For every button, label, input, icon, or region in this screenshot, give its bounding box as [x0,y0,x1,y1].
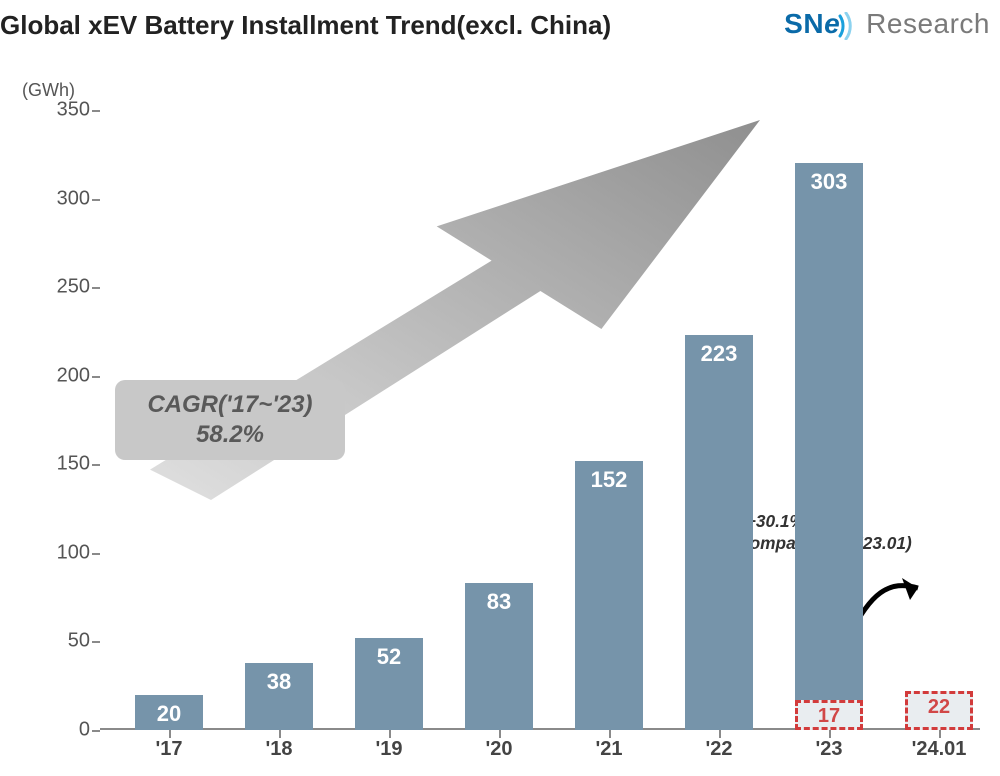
y-tick-label: 350 [40,99,90,122]
plot-area: CAGR('17~'23) 58.2% (+30.1% compared to … [100,110,980,730]
y-tick-mark [92,199,100,201]
overlay-bar-label: 22 [908,696,970,719]
x-tick-mark [829,730,831,738]
y-tick-mark [92,376,100,378]
overlay-bar-label: 17 [798,705,860,728]
x-tick-label: '19 [375,738,402,761]
x-tick-mark [609,730,611,738]
bar: 303 [795,163,863,730]
x-tick-label: '21 [595,738,622,761]
x-tick-mark [499,730,501,738]
y-tick-label: 250 [40,276,90,299]
x-tick-label: '23 [815,738,842,761]
cagr-line1: CAGR('17~'23) [115,390,345,420]
x-tick-label: '24.01 [912,738,967,761]
bar-value-label: 38 [245,669,313,695]
x-tick-label: '17 [155,738,182,761]
bar: 52 [355,638,423,730]
y-tick-mark [92,287,100,289]
x-tick-mark [169,730,171,738]
x-tick-label: '20 [485,738,512,761]
x-tick-label: '22 [705,738,732,761]
brand-logo: SNe Research [784,8,990,40]
bar-value-label: 152 [575,467,643,493]
x-tick-label: '18 [265,738,292,761]
logo-sn: SN [784,8,824,39]
logo-research: Research [866,8,990,39]
bar-value-label: 20 [135,701,203,727]
y-tick-mark [92,110,100,112]
y-tick-label: 300 [40,187,90,210]
cagr-callout: CAGR('17~'23) 58.2% [115,380,345,460]
overlay-bar: 22 [905,691,973,730]
bar: 152 [575,461,643,730]
bar: 223 [685,335,753,730]
bar-value-label: 303 [795,169,863,195]
bar-value-label: 52 [355,644,423,670]
bar: 83 [465,583,533,730]
y-tick-label: 0 [40,719,90,742]
y-tick-label: 150 [40,453,90,476]
y-tick-mark [92,553,100,555]
bar-value-label: 223 [685,341,753,367]
chart-title: Global xEV Battery Installment Trend(exc… [0,10,611,41]
x-tick-mark [939,730,941,738]
x-tick-mark [389,730,391,738]
y-tick-label: 100 [40,541,90,564]
bar: 20 [135,695,203,730]
y-tick-mark [92,464,100,466]
logo-wave-icon [836,12,862,40]
y-tick-mark [92,730,100,732]
cagr-line2: 58.2% [115,420,345,450]
chart-root: Global xEV Battery Installment Trend(exc… [0,0,1000,776]
y-tick-label: 50 [40,630,90,653]
bar: 38 [245,663,313,730]
bar-value-label: 83 [465,589,533,615]
y-tick-mark [92,641,100,643]
y-tick-label: 200 [40,364,90,387]
x-tick-mark [719,730,721,738]
overlay-bar: 17 [795,700,863,730]
x-tick-mark [279,730,281,738]
